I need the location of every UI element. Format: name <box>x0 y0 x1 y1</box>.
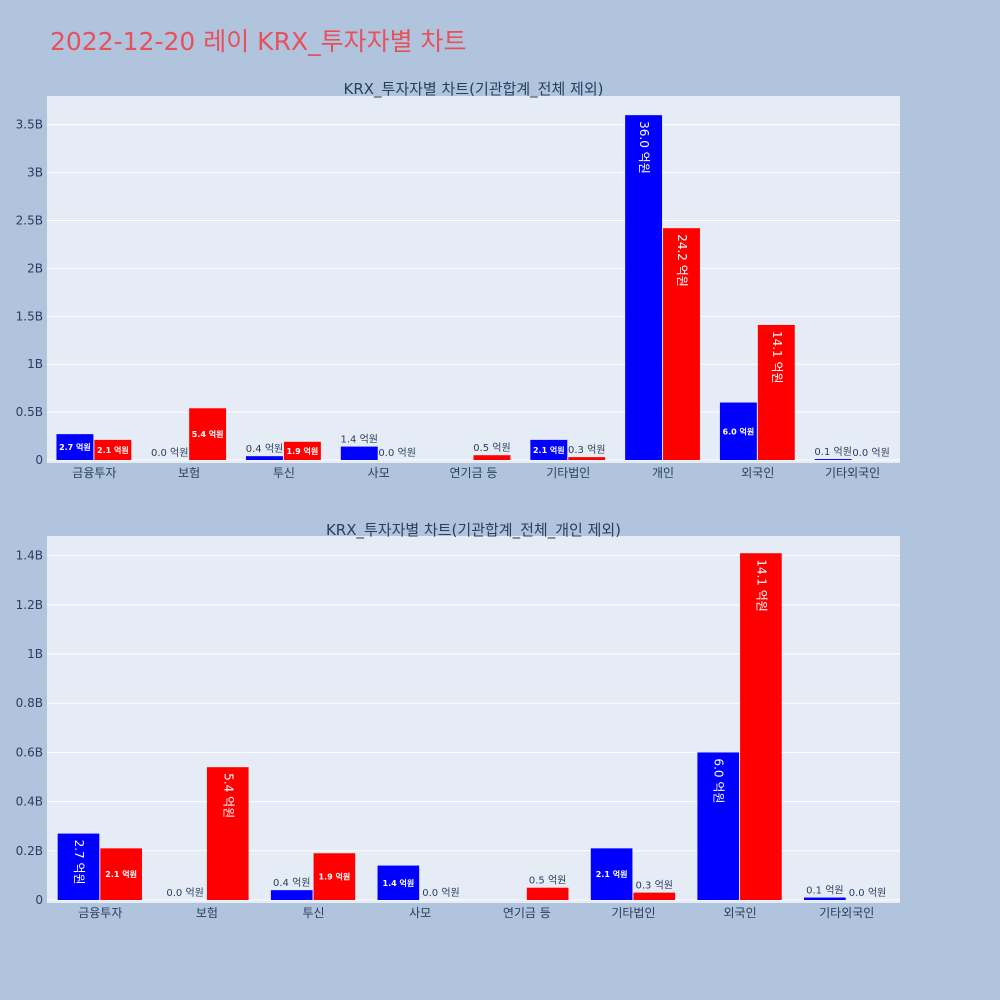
data-label: 5.4 억원 <box>192 429 224 439</box>
chart-title: KRX_투자자별 차트(기관합계_전체_개인 제외) <box>326 521 621 540</box>
x-tick-label: 기타법인 <box>611 906 655 920</box>
data-label: 0.5 억원 <box>473 442 510 454</box>
y-tick-label: 2.5B <box>16 214 43 228</box>
data-label: 0.3 억원 <box>568 444 605 456</box>
page-title: 2022-12-20 레이 KRX_투자자별 차트 <box>50 27 467 56</box>
data-label: 1.9 억원 <box>319 872 351 882</box>
chart-1: 0 0.5B 1B 1.5B 2B 2.5B 3B 3.5B KRX_투자자별 차트(기관합계_… <box>16 80 900 480</box>
bar <box>340 446 378 460</box>
bar <box>568 457 606 460</box>
bar <box>804 897 846 900</box>
x-tick-label: 금융투자 <box>72 466 116 480</box>
y-tick-label: 0.4B <box>16 795 43 809</box>
data-label: 6.0 억원 <box>723 426 755 436</box>
data-label: 14.1 억원 <box>770 331 784 384</box>
data-label: 2.1 억원 <box>533 445 565 455</box>
data-label: 0.0 억원 <box>151 447 188 459</box>
x-tick-label: 금융투자 <box>78 906 122 920</box>
bar <box>94 439 132 460</box>
data-label: 0.0 억원 <box>378 447 415 459</box>
data-label: 1.4 억원 <box>383 878 415 888</box>
data-label: 1.9 억원 <box>287 446 319 456</box>
bar <box>526 887 569 900</box>
data-label: 24.2 억원 <box>675 234 689 287</box>
data-label: 14.1 억원 <box>754 559 768 612</box>
x-tick-label: 보험 <box>178 466 200 480</box>
bar <box>206 767 249 900</box>
data-label: 0.5 억원 <box>529 875 566 887</box>
y-tick-label: 3B <box>27 166 43 180</box>
bar <box>56 434 94 460</box>
bar <box>377 865 420 900</box>
data-label: 36.0 억원 <box>637 121 651 174</box>
data-label: 1.4 억원 <box>341 434 378 446</box>
data-label: 2.7 억원 <box>59 442 91 452</box>
data-label: 0.0 억원 <box>849 887 886 899</box>
y-tick-label: 0.6B <box>16 745 43 759</box>
bar <box>530 439 568 460</box>
x-tick-label: 연기금 등 <box>450 466 498 480</box>
data-label: 2.1 억원 <box>97 445 129 455</box>
y-tick-label: 1B <box>27 647 43 661</box>
y-tick-label: 1B <box>27 357 43 371</box>
x-tick-label: 기타외국인 <box>825 466 880 480</box>
bar <box>757 324 795 460</box>
y-tick-label: 1.4B <box>16 549 43 563</box>
data-label: 2.1 억원 <box>105 869 137 879</box>
x-tick-label: 연기금 등 <box>503 906 551 920</box>
data-label: 0.0 억원 <box>166 887 203 899</box>
bar <box>57 833 100 900</box>
data-label: 5.4 억원 <box>221 773 235 818</box>
data-label: 0.1 억원 <box>814 446 851 458</box>
data-label: 2.7 억원 <box>72 840 86 885</box>
x-tick-label: 기타외국인 <box>819 906 874 920</box>
bar <box>270 890 313 900</box>
y-tick-label: 0.8B <box>16 696 43 710</box>
bar <box>189 408 227 460</box>
x-tick-label: 투신 <box>303 906 325 920</box>
x-tick-label: 사모 <box>368 466 390 480</box>
y-tick-label: 2B <box>27 261 43 275</box>
data-label: 0.4 억원 <box>246 443 283 455</box>
x-tick-label: 보험 <box>196 906 218 920</box>
x-tick-label: 기타법인 <box>546 466 590 480</box>
y-tick-label: 0.5B <box>16 405 43 419</box>
data-label: 0.4 억원 <box>273 877 310 889</box>
x-tick-label: 사모 <box>409 906 431 920</box>
data-label: 0.0 억원 <box>422 887 459 899</box>
bar <box>313 853 356 900</box>
data-label: 0.1 억원 <box>806 885 843 897</box>
data-label: 0.3 억원 <box>636 880 673 892</box>
y-tick-label: 1.5B <box>16 309 43 323</box>
bar <box>590 848 633 900</box>
bar <box>719 402 757 460</box>
x-tick-label: 외국인 <box>741 466 774 480</box>
y-tick-label: 1.2B <box>16 598 43 612</box>
data-label: 2.1 억원 <box>596 869 628 879</box>
bar <box>663 228 700 460</box>
chart-2: 0 0.2B 0.4B 0.6B 0.8B 1B 1.2B 1.4B KRX_투자자별 차트(기… <box>16 521 900 920</box>
bar <box>633 892 676 900</box>
x-tick-label: 투신 <box>273 466 295 480</box>
data-label: 0.0 억원 <box>852 447 889 459</box>
x-tick-label: 개인 <box>652 466 674 480</box>
bar <box>697 752 740 900</box>
y-tick-label: 0 <box>35 453 43 467</box>
bar <box>100 848 142 900</box>
y-tick-label: 0.2B <box>16 844 43 858</box>
bar <box>814 459 852 460</box>
bar <box>283 441 321 460</box>
bar <box>473 455 511 460</box>
chart-title: KRX_투자자별 차트(기관합계_전체 제외) <box>344 80 604 99</box>
data-label: 6.0 억원 <box>712 758 726 803</box>
y-tick-label: 0 <box>35 893 43 907</box>
bar <box>740 553 782 900</box>
x-tick-label: 외국인 <box>724 906 757 920</box>
bar <box>246 456 283 460</box>
bar <box>625 115 663 460</box>
y-tick-label: 3.5B <box>16 118 43 132</box>
